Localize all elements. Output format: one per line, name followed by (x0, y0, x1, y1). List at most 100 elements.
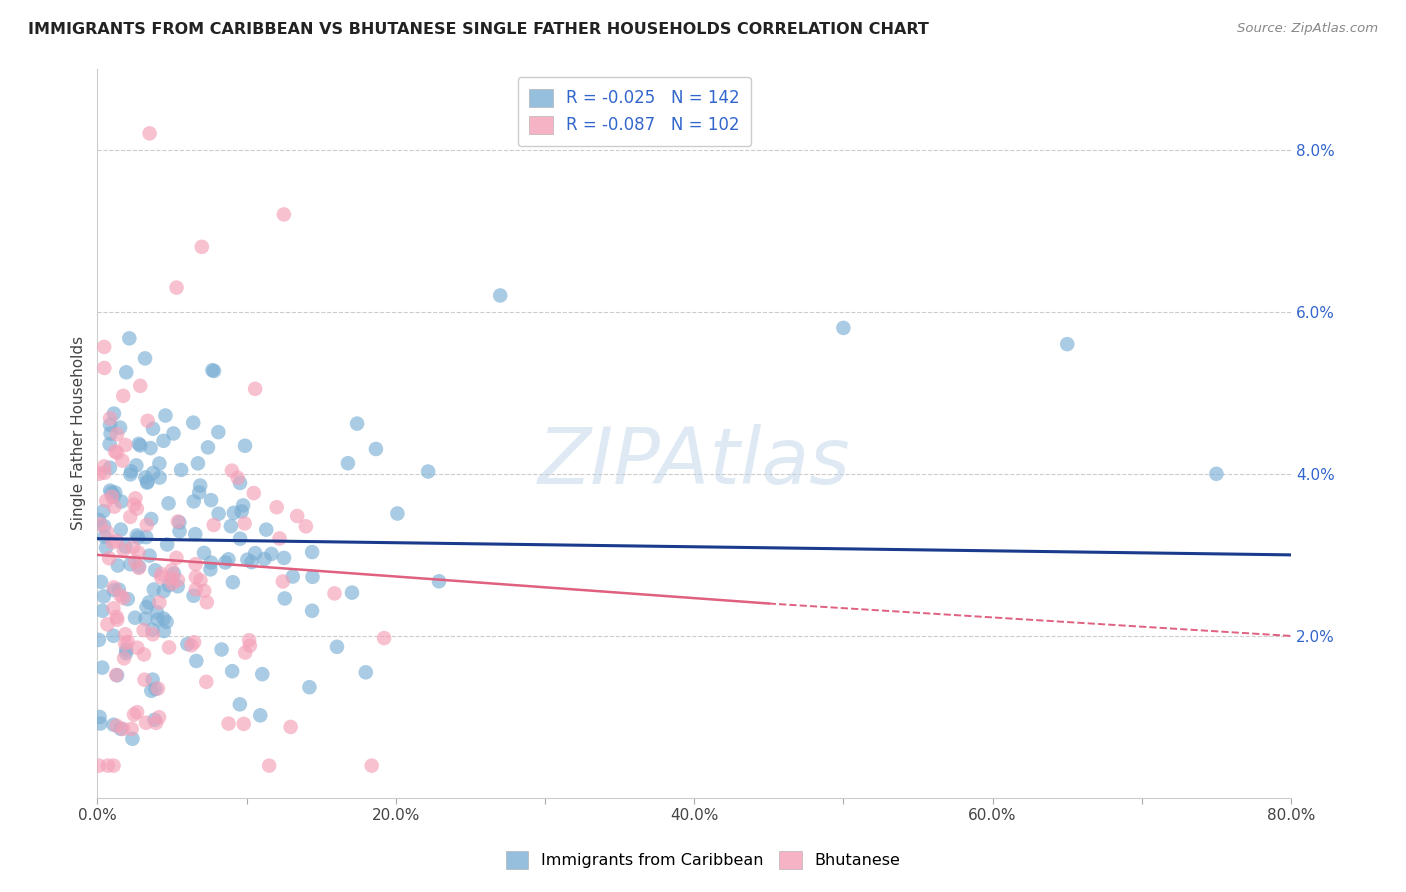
Point (139, 441, 162, 455)
Point (340, 585, 363, 599)
Point (93, 361, 115, 376)
Point (832, 321, 855, 335)
Point (135, 517, 157, 532)
Point (104, 444, 127, 458)
Point (96, 617, 118, 632)
Point (254, 523, 277, 537)
Point (152, 434, 174, 448)
Point (200, 556, 222, 570)
Point (93, 340, 115, 354)
Point (124, 611, 146, 625)
Point (103, 489, 125, 503)
Point (103, 629, 125, 643)
Point (103, 500, 125, 514)
Point (295, 519, 318, 533)
Point (188, 485, 211, 500)
Point (89, 710, 111, 724)
Point (271, 574, 294, 589)
Point (97, 758, 120, 772)
Point (242, 486, 264, 500)
Point (120, 558, 142, 572)
Point (98, 437, 121, 451)
Point (96, 493, 118, 508)
Point (110, 722, 132, 736)
Point (489, 288, 512, 302)
Point (229, 532, 252, 546)
Point (346, 417, 368, 431)
Point (122, 707, 145, 722)
Point (121, 731, 143, 746)
Legend: Immigrants from Caribbean, Bhutanese: Immigrants from Caribbean, Bhutanese (499, 845, 907, 875)
Point (128, 559, 150, 574)
Point (132, 623, 155, 637)
Point (298, 680, 321, 694)
Point (195, 674, 218, 689)
Point (127, 640, 149, 655)
Point (157, 640, 180, 655)
Point (148, 710, 170, 724)
Point (87, 632, 110, 647)
Point (269, 532, 291, 546)
Point (98, 417, 121, 432)
Point (150, 567, 173, 582)
Point (211, 642, 233, 657)
Point (226, 471, 249, 485)
Point (124, 491, 146, 506)
Point (129, 379, 152, 393)
Point (188, 478, 211, 492)
Point (103, 582, 125, 597)
Point (387, 507, 409, 521)
Point (183, 635, 205, 649)
Point (110, 494, 132, 508)
Point (183, 494, 205, 508)
Point (129, 438, 152, 452)
Point (125, 501, 148, 516)
Point (1056, 337, 1078, 351)
Point (155, 615, 177, 629)
Point (100, 426, 122, 441)
Point (108, 420, 131, 434)
Point (122, 498, 145, 512)
Point (169, 524, 191, 539)
Point (214, 556, 236, 570)
Point (354, 665, 377, 680)
Point (145, 681, 167, 696)
Point (184, 527, 207, 541)
Point (118, 331, 141, 345)
Text: IMMIGRANTS FROM CARIBBEAN VS BHUTANESE SINGLE FATHER HOUSEHOLDS CORRELATION CHAR: IMMIGRANTS FROM CARIBBEAN VS BHUTANESE S… (28, 22, 929, 37)
Point (115, 642, 138, 657)
Point (142, 627, 165, 641)
Point (166, 280, 188, 294)
Point (201, 363, 224, 377)
Point (87, 513, 110, 527)
Point (232, 717, 254, 731)
Point (122, 540, 145, 554)
Point (100, 485, 122, 500)
Point (301, 545, 323, 559)
Point (111, 453, 134, 467)
Point (135, 715, 157, 730)
Point (87, 467, 110, 481)
Point (91, 604, 114, 618)
Point (323, 586, 346, 600)
Point (416, 465, 439, 479)
Point (222, 575, 245, 590)
Point (153, 624, 176, 638)
Point (165, 550, 187, 565)
Point (120, 509, 142, 524)
Point (160, 563, 183, 577)
Point (114, 637, 136, 651)
Point (152, 584, 174, 599)
Point (105, 533, 128, 548)
Point (135, 600, 157, 615)
Point (112, 651, 135, 665)
Point (93, 519, 115, 533)
Point (191, 240, 214, 254)
Point (132, 648, 155, 662)
Point (239, 639, 262, 653)
Point (180, 638, 202, 652)
Point (184, 557, 207, 571)
Point (93, 530, 115, 544)
Point (115, 365, 138, 379)
Point (207, 507, 229, 521)
